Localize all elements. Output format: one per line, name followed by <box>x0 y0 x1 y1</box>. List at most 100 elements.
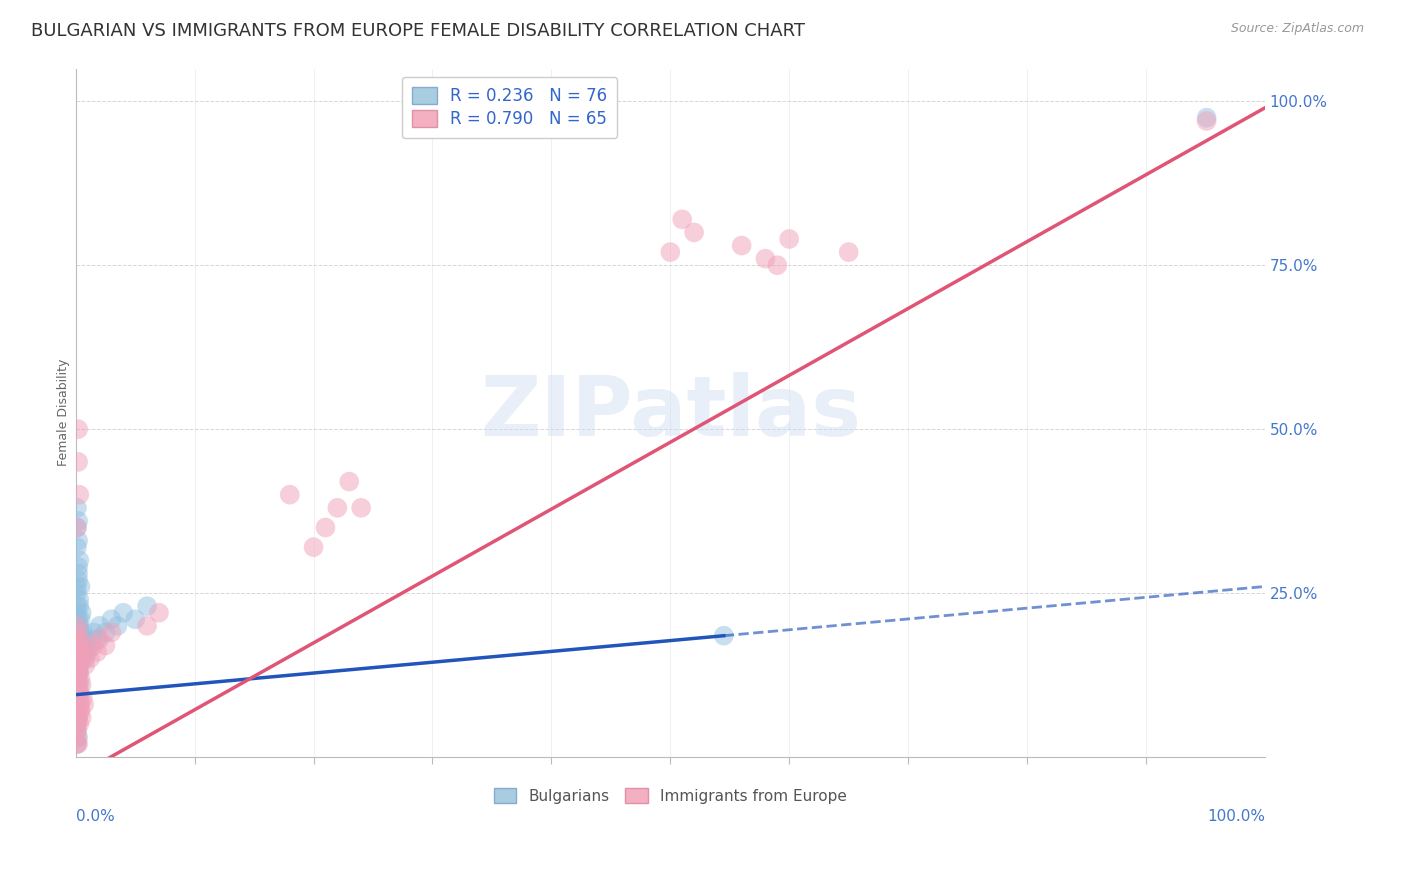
Point <box>67 678 90 692</box>
Point <box>112 606 135 620</box>
Point <box>66 690 89 705</box>
Point <box>66 723 89 738</box>
Point <box>94 625 117 640</box>
Point <box>66 639 89 653</box>
Point <box>67 514 90 528</box>
Point <box>67 658 90 673</box>
Point <box>67 632 90 646</box>
Point <box>67 690 90 705</box>
Point <box>66 704 89 718</box>
Point <box>337 475 360 489</box>
Point <box>67 717 90 731</box>
Point <box>67 665 90 679</box>
Point <box>66 645 89 659</box>
Point <box>1195 111 1218 125</box>
Point <box>730 238 752 252</box>
Point <box>314 520 336 534</box>
Point <box>67 533 90 548</box>
Point <box>67 573 90 587</box>
Point <box>66 658 89 673</box>
Legend: Bulgarians, Immigrants from Europe: Bulgarians, Immigrants from Europe <box>486 780 855 812</box>
Point <box>67 619 90 633</box>
Point <box>66 632 89 646</box>
Point <box>67 684 90 698</box>
Point <box>67 645 90 659</box>
Point <box>67 645 90 659</box>
Point <box>67 612 90 626</box>
Point <box>70 639 93 653</box>
Point <box>66 671 89 685</box>
Point <box>67 665 90 679</box>
Point <box>659 245 682 260</box>
Point <box>66 500 89 515</box>
Point <box>69 612 91 626</box>
Text: 100.0%: 100.0% <box>1206 809 1265 823</box>
Point <box>148 606 170 620</box>
Point <box>66 665 89 679</box>
Point <box>67 645 90 659</box>
Point <box>326 500 349 515</box>
Point <box>73 698 96 712</box>
Point <box>67 566 90 581</box>
Point <box>1195 114 1218 128</box>
Point <box>66 717 89 731</box>
Point <box>67 639 90 653</box>
Y-axis label: Female Disability: Female Disability <box>58 359 70 467</box>
Point <box>69 639 91 653</box>
Point <box>67 731 90 745</box>
Point <box>86 632 108 646</box>
Point <box>66 639 89 653</box>
Point <box>67 737 90 751</box>
Point <box>67 671 90 685</box>
Point <box>136 619 159 633</box>
Text: BULGARIAN VS IMMIGRANTS FROM EUROPE FEMALE DISABILITY CORRELATION CHART: BULGARIAN VS IMMIGRANTS FROM EUROPE FEMA… <box>31 22 804 40</box>
Point <box>66 731 89 745</box>
Point <box>66 520 89 534</box>
Point <box>713 629 735 643</box>
Point <box>67 658 90 673</box>
Point <box>67 632 90 646</box>
Point <box>76 632 98 646</box>
Point <box>72 651 94 665</box>
Point <box>67 658 90 673</box>
Point <box>67 678 90 692</box>
Point <box>778 232 800 246</box>
Text: Source: ZipAtlas.com: Source: ZipAtlas.com <box>1230 22 1364 36</box>
Point <box>754 252 776 266</box>
Point <box>67 645 90 659</box>
Text: 0.0%: 0.0% <box>76 809 114 823</box>
Point <box>67 559 90 574</box>
Point <box>76 645 98 659</box>
Point <box>75 651 97 665</box>
Point <box>69 639 91 653</box>
Point <box>66 540 89 554</box>
Point <box>67 684 90 698</box>
Point <box>67 422 90 436</box>
Point <box>66 520 89 534</box>
Point <box>67 632 90 646</box>
Point <box>67 488 90 502</box>
Point <box>66 619 89 633</box>
Point <box>69 645 91 659</box>
Point <box>67 592 90 607</box>
Point <box>302 540 325 554</box>
Point <box>67 639 90 653</box>
Point <box>86 645 108 659</box>
Point <box>66 698 89 712</box>
Point <box>136 599 159 614</box>
Point <box>69 704 91 718</box>
Point <box>75 645 97 659</box>
Point <box>66 723 89 738</box>
Point <box>79 639 101 653</box>
Point <box>66 632 89 646</box>
Text: ZIPatlas: ZIPatlas <box>479 372 860 453</box>
Point <box>67 619 90 633</box>
Point <box>70 651 93 665</box>
Point <box>766 258 789 272</box>
Point <box>67 704 90 718</box>
Point <box>66 651 89 665</box>
Point <box>72 690 94 705</box>
Point <box>69 698 91 712</box>
Point <box>350 500 373 515</box>
Point <box>67 665 90 679</box>
